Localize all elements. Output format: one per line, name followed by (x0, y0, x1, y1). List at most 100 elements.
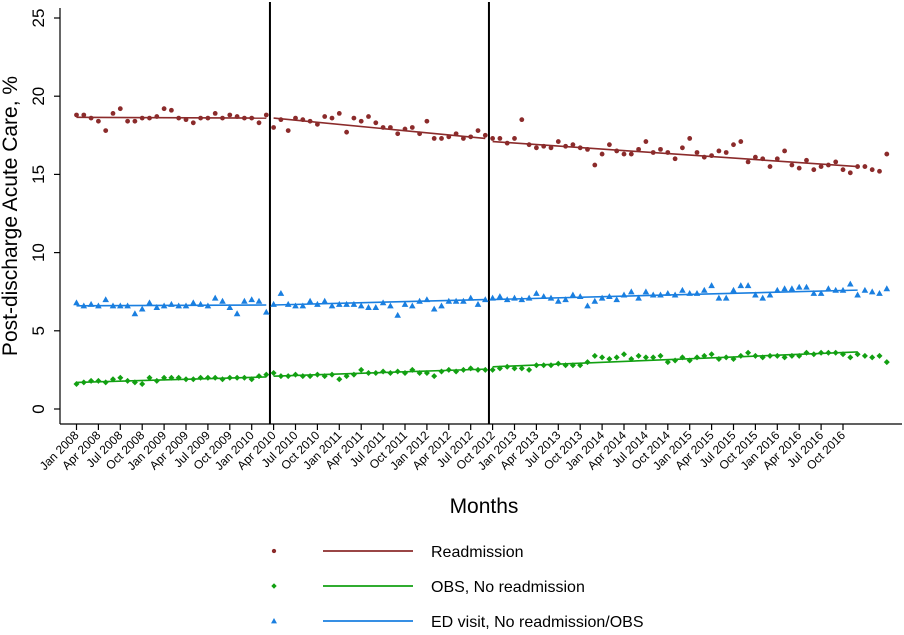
ed-visit-no-readmission-obs-point (394, 311, 401, 318)
readmission-point (446, 134, 452, 140)
ed-visit-no-readmission-obs-point (299, 302, 307, 309)
readmission-legend-label: Readmission (431, 544, 523, 561)
ed-visit-no-readmission-obs-point (730, 286, 737, 293)
obs-no-readmission-point (715, 355, 722, 362)
obs-no-readmission-point (73, 380, 80, 387)
obs-no-readmission-point (796, 352, 803, 359)
obs-no-readmission-point (350, 371, 357, 378)
readmission-point (504, 140, 510, 146)
ed-visit-no-readmission-obs-point (708, 282, 715, 289)
obs-no-readmission-point (431, 373, 438, 380)
obs-no-readmission-point (555, 360, 562, 367)
ed-visit-no-readmission-obs-point (540, 293, 547, 300)
readmission-point (402, 126, 408, 132)
ed-visit-no-readmission-obs-point (649, 291, 657, 298)
ed-visit-no-readmission-obs-point (197, 300, 204, 307)
readmission-point (242, 115, 247, 121)
ed-visit-no-readmission-obs-point (839, 286, 847, 293)
ed-visit-no-readmission-obs-point (759, 294, 766, 301)
ed-visit-no-readmission-obs-point (270, 300, 277, 307)
readmission-point (840, 167, 846, 173)
obs-no-readmission-point (402, 370, 408, 377)
obs-no-readmission-point (876, 352, 883, 359)
obs-no-readmission-point (175, 374, 182, 381)
readmission-point (628, 151, 634, 157)
readmission-point (716, 148, 722, 154)
ed-visit-no-readmission-obs-point (701, 286, 708, 293)
obs-no-readmission-point (453, 368, 460, 375)
readmission-point (125, 118, 130, 124)
readmission-point (439, 136, 444, 141)
readmission-point (96, 118, 101, 124)
readmission-point (745, 159, 751, 165)
ed-visit-no-readmission-obs-point (788, 285, 796, 292)
ed-visit-no-readmission-obs-point (168, 300, 175, 307)
obs-no-readmission-point (803, 349, 810, 356)
obs-no-readmission-point (540, 362, 547, 369)
readmission-point (205, 115, 211, 121)
ed-visit-no-readmission-obs-point (883, 285, 891, 292)
readmission-point (395, 131, 401, 137)
readmission-point (417, 131, 422, 137)
ed-visit-no-readmission-obs-point (117, 302, 124, 309)
readmission-point (811, 167, 817, 173)
ed-visit-no-readmission-obs-point (766, 291, 774, 298)
ed-visit-no-readmission-obs-point (124, 302, 131, 309)
obs-no-readmission-point (343, 373, 350, 380)
ed-visit-no-readmission-obs-point (73, 299, 80, 306)
ed-visit-no-readmission-obs-point (233, 310, 241, 317)
obs-no-readmission-point (591, 352, 598, 359)
ed-visit-no-readmission-obs-point (598, 294, 606, 301)
obs-no-readmission-point (818, 349, 825, 356)
obs-no-readmission-point (810, 351, 817, 358)
ed-visit-no-readmission-obs-point (190, 299, 197, 306)
ed-visit-no-readmission-obs-point (737, 282, 745, 289)
readmission-point (431, 136, 437, 141)
ed-visit-no-readmission-obs-point (80, 302, 88, 309)
data-points (73, 106, 891, 387)
ed-visit-no-readmission-obs-point (752, 291, 759, 298)
readmission-point (833, 159, 839, 165)
obs-no-readmission-point (694, 354, 700, 361)
readmission-point (344, 129, 349, 135)
obs-no-readmission-point (256, 373, 262, 380)
readmission-point (139, 115, 145, 121)
readmission-point (220, 115, 225, 121)
y-tick-label: 15 (29, 165, 48, 184)
readmission-point (358, 118, 364, 124)
obs-no-readmission-point (642, 354, 649, 361)
ed-visit-no-readmission-obs-point (336, 300, 343, 307)
obs-no-readmission-point (861, 352, 868, 359)
obs-no-readmission-point (475, 366, 481, 373)
readmission-point (497, 136, 503, 141)
readmission-point (278, 117, 284, 123)
readmission-point (847, 170, 853, 176)
y-tick-label: 25 (29, 9, 48, 28)
ed-visit-no-readmission-obs-point (503, 296, 511, 303)
obs-no-readmission-point (372, 370, 379, 377)
ed-visit-no-readmission-obs-point (613, 296, 620, 303)
obs-no-readmission-point (613, 354, 620, 361)
ed-visit-no-readmission-obs-point (365, 304, 372, 310)
readmission-point (249, 115, 255, 121)
ed-visit-no-readmission-obs-point (241, 297, 248, 304)
readmission-point (453, 131, 459, 137)
readmission-point (81, 112, 87, 118)
ed-visit-no-readmission-obs-point (474, 300, 482, 307)
obs-no-readmission-point (387, 370, 394, 377)
readmission-point (380, 125, 386, 130)
obs-no-readmission-point (438, 368, 445, 375)
obs-no-readmission-point (548, 362, 554, 369)
obs-no-readmission-point (423, 370, 430, 377)
obs-no-readmission-point (219, 376, 226, 383)
trend-lines (76, 116, 858, 384)
obs-no-readmission-point (869, 354, 876, 361)
y-axis-title: Post-discharge Acute Care, % (0, 76, 22, 356)
ed-visit-no-readmission-obs-point (467, 294, 474, 301)
readmission-point (621, 151, 627, 157)
ed-visit-no-readmission-obs-point (343, 300, 350, 307)
obs-no-readmission-point (117, 374, 124, 381)
ed-visit-no-readmission-obs-point (277, 289, 285, 296)
